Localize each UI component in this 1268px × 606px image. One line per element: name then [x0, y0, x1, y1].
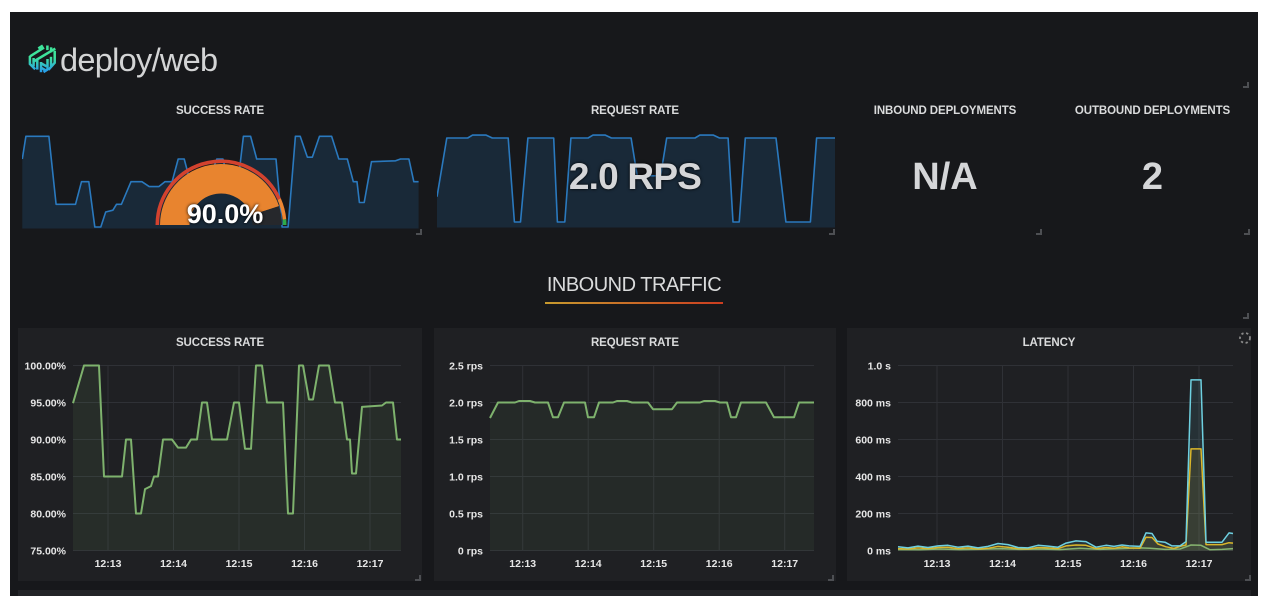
svg-text:95.00%: 95.00% — [30, 398, 66, 410]
svg-text:12:14: 12:14 — [160, 558, 187, 570]
svg-text:12:14: 12:14 — [575, 558, 602, 570]
svg-text:12:13: 12:13 — [924, 558, 951, 570]
svg-text:12:16: 12:16 — [291, 558, 318, 570]
svg-text:12:16: 12:16 — [706, 558, 733, 570]
svg-text:800 ms: 800 ms — [855, 398, 891, 410]
svg-text:12:17: 12:17 — [1186, 558, 1213, 570]
svg-text:12:17: 12:17 — [357, 558, 384, 570]
svg-text:90.00%: 90.00% — [30, 435, 66, 447]
svg-text:2.5 rps: 2.5 rps — [449, 361, 483, 373]
svg-text:12:13: 12:13 — [509, 558, 536, 570]
svg-text:200 ms: 200 ms — [855, 509, 891, 521]
svg-text:100.00%: 100.00% — [25, 361, 67, 373]
svg-text:12:15: 12:15 — [226, 558, 253, 570]
svg-text:400 ms: 400 ms — [855, 472, 891, 484]
svg-text:12:13: 12:13 — [95, 558, 122, 570]
svg-text:0.5 rps: 0.5 rps — [449, 509, 483, 521]
svg-text:12:15: 12:15 — [1055, 558, 1082, 570]
svg-text:12:15: 12:15 — [640, 558, 667, 570]
svg-text:1.0 s: 1.0 s — [868, 361, 892, 373]
svg-text:12:16: 12:16 — [1120, 558, 1147, 570]
svg-text:0 rps: 0 rps — [458, 546, 483, 558]
svg-text:1.5 rps: 1.5 rps — [449, 435, 483, 447]
svg-text:12:14: 12:14 — [989, 558, 1016, 570]
svg-text:600 ms: 600 ms — [855, 435, 891, 447]
svg-text:85.00%: 85.00% — [30, 472, 66, 484]
svg-text:80.00%: 80.00% — [30, 509, 66, 521]
svg-text:12:17: 12:17 — [771, 558, 798, 570]
svg-text:1.0 rps: 1.0 rps — [449, 472, 483, 484]
svg-text:75.00%: 75.00% — [30, 546, 66, 558]
svg-text:2.0 rps: 2.0 rps — [449, 398, 483, 410]
svg-text:0 ms: 0 ms — [867, 546, 891, 558]
